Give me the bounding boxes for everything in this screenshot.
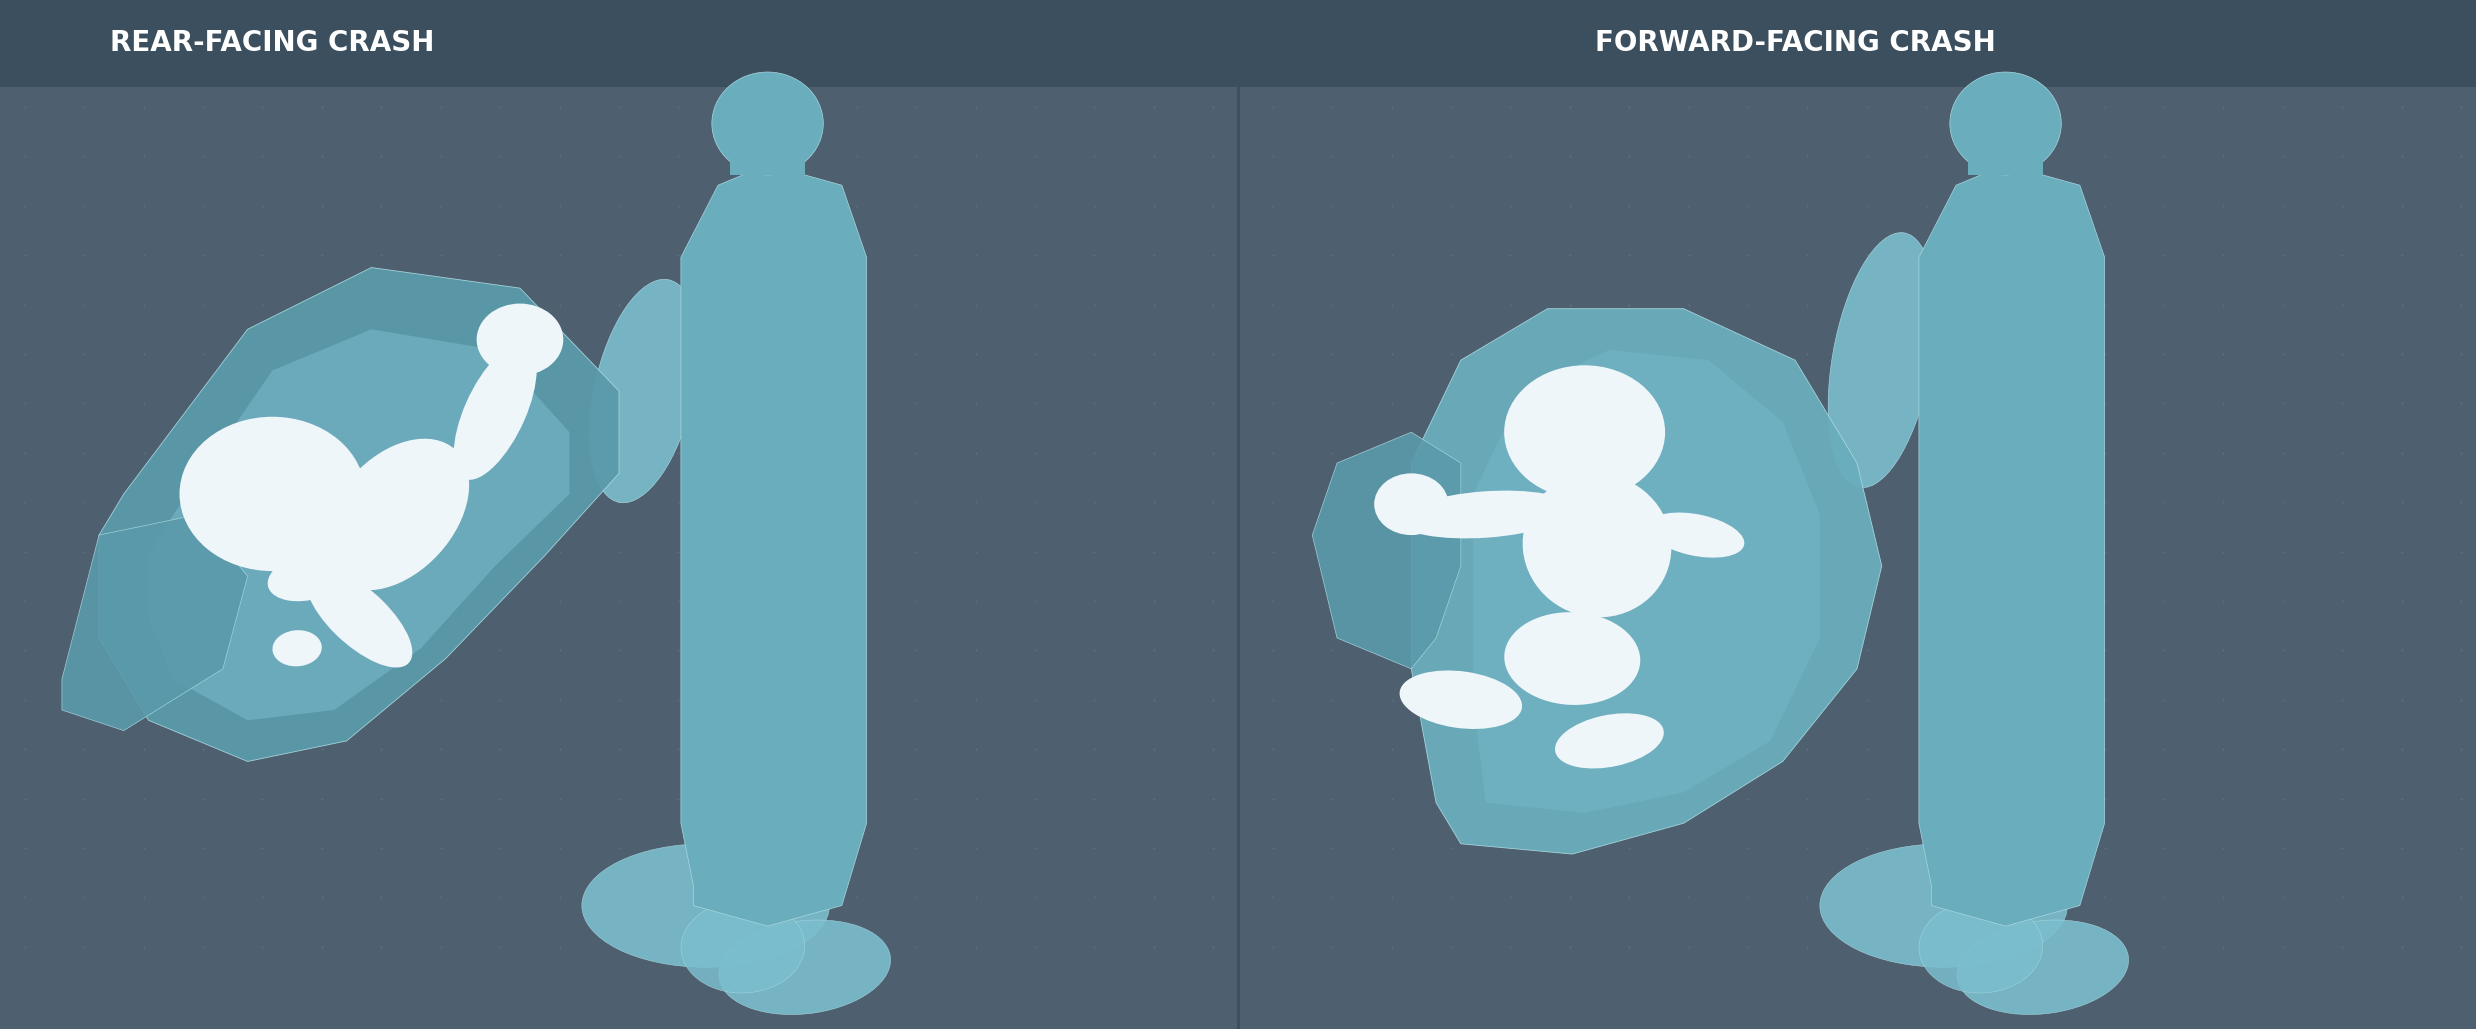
Polygon shape [1968, 144, 2043, 175]
Circle shape [475, 304, 565, 376]
Ellipse shape [1649, 512, 1743, 558]
Ellipse shape [1956, 920, 2129, 1015]
Ellipse shape [718, 920, 891, 1015]
Ellipse shape [1919, 900, 2043, 993]
Ellipse shape [681, 900, 805, 993]
Ellipse shape [1399, 491, 1572, 538]
Ellipse shape [453, 344, 537, 480]
Polygon shape [62, 514, 248, 731]
Ellipse shape [589, 279, 698, 503]
Polygon shape [149, 329, 569, 720]
Circle shape [1503, 365, 1664, 499]
Ellipse shape [324, 438, 468, 591]
Ellipse shape [582, 844, 829, 967]
Ellipse shape [711, 72, 822, 175]
Polygon shape [1411, 309, 1882, 854]
Text: FORWARD-FACING CRASH: FORWARD-FACING CRASH [1595, 29, 1996, 58]
Ellipse shape [1505, 612, 1639, 705]
Bar [0, 0, 2476, 87]
Polygon shape [1473, 350, 1820, 813]
Polygon shape [1312, 432, 1461, 669]
Ellipse shape [1523, 473, 1671, 617]
Polygon shape [730, 144, 805, 175]
Polygon shape [99, 268, 619, 761]
Ellipse shape [305, 567, 413, 668]
Text: REAR-FACING CRASH: REAR-FACING CRASH [109, 29, 436, 58]
Ellipse shape [1399, 671, 1523, 729]
Circle shape [1374, 473, 1448, 535]
Ellipse shape [272, 630, 322, 667]
Ellipse shape [1827, 233, 1936, 488]
Ellipse shape [1949, 72, 2060, 175]
Ellipse shape [267, 552, 352, 601]
Polygon shape [1919, 165, 2105, 926]
Ellipse shape [1555, 713, 1664, 769]
Polygon shape [681, 165, 867, 926]
Circle shape [178, 417, 366, 571]
Ellipse shape [1820, 844, 2067, 967]
